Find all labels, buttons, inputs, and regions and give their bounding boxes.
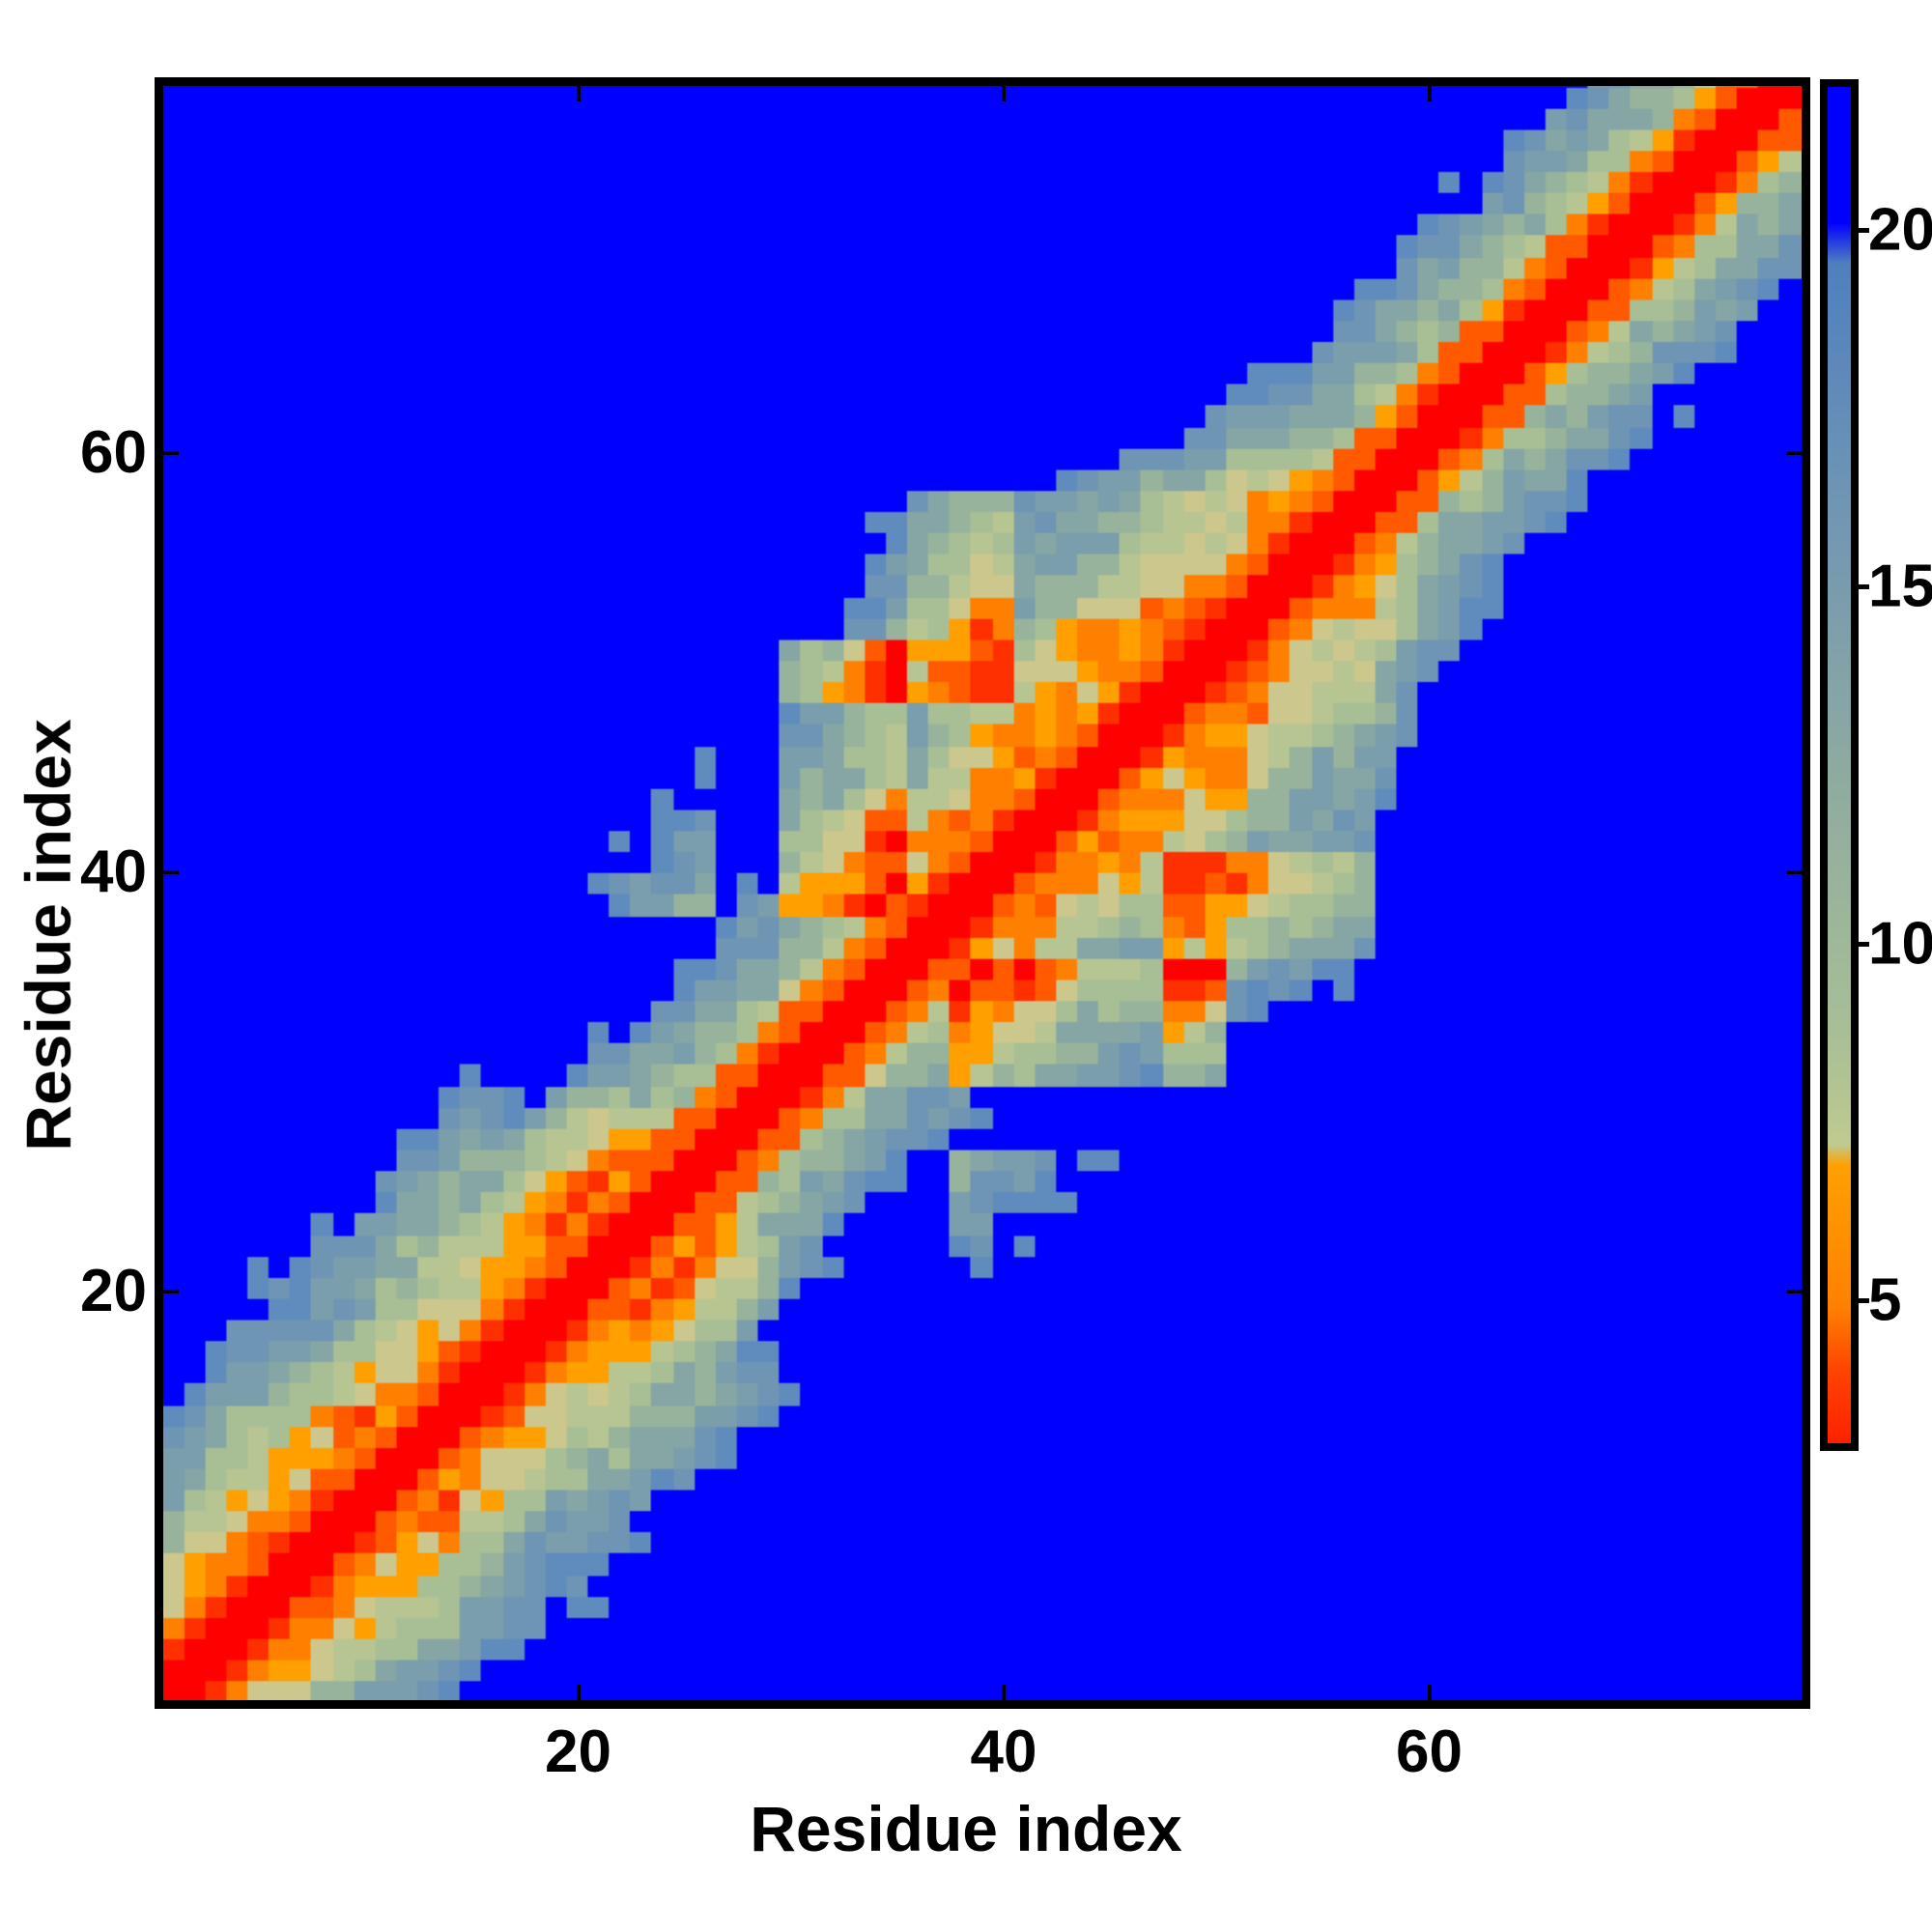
y-axis-title-wrapper: Residue index [0, 719, 415, 1151]
x-tick-mark [1002, 1685, 1007, 1700]
heatmap-plot-area [155, 77, 1810, 1709]
x-tick-mark [1427, 1685, 1432, 1700]
y-tick-label: 20 [80, 1257, 147, 1324]
x-axis-title: Residue index [750, 1793, 1182, 1864]
y-tick-mark-right [1786, 450, 1802, 455]
y-tick-mark-right [1786, 869, 1802, 874]
y-tick-label: 60 [80, 418, 147, 486]
y-tick-mark [163, 869, 179, 874]
y-tick-mark-right [1786, 1289, 1802, 1293]
x-tick-mark-top [1002, 86, 1007, 101]
colorbar-tick-mark [1855, 941, 1869, 947]
colorbar-tick-mark [1855, 227, 1869, 233]
x-tick-label: 20 [545, 1719, 611, 1785]
x-tick-mark [576, 1685, 581, 1700]
y-tick-mark [163, 450, 179, 455]
colorbar-gradient [1828, 87, 1851, 1443]
colorbar-tick-mark [1855, 584, 1869, 590]
x-tick-mark-top [576, 86, 581, 101]
colorbar-tick-label: 10 [1868, 910, 1932, 978]
heatmap-image [163, 86, 1802, 1700]
colorbar-tick-label: 15 [1868, 553, 1932, 620]
y-axis-title: Residue index [13, 719, 84, 1151]
x-tick-mark-top [1427, 86, 1432, 101]
x-tick-label: 60 [1396, 1719, 1463, 1785]
colorbar-tick-label: 20 [1868, 196, 1932, 264]
y-tick-mark [163, 1289, 179, 1293]
colorbar-tick-label: 5 [1868, 1266, 1902, 1334]
colorbar-tick-mark [1855, 1298, 1869, 1304]
colorbar [1820, 79, 1859, 1451]
x-tick-label: 40 [970, 1719, 1037, 1785]
y-tick-label: 40 [80, 838, 147, 905]
